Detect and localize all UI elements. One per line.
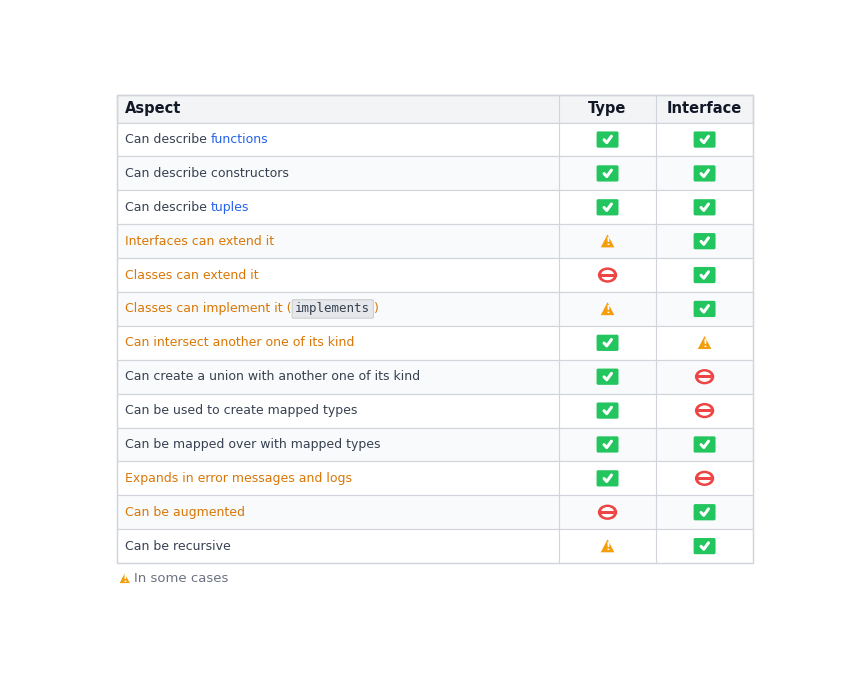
Bar (698, 477, 711, 480)
Bar (117, 394, 753, 427)
Ellipse shape (698, 372, 711, 382)
Text: Can describe: Can describe (125, 201, 211, 214)
FancyBboxPatch shape (694, 267, 716, 283)
Text: Can be augmented: Can be augmented (125, 506, 245, 519)
Text: Can be used to create mapped types: Can be used to create mapped types (125, 404, 357, 417)
Text: Can create a union with another one of its kind: Can create a union with another one of i… (125, 370, 420, 383)
Bar (117, 95, 753, 563)
Text: !: ! (702, 338, 707, 349)
Ellipse shape (694, 471, 714, 486)
Bar (698, 375, 711, 378)
Text: In some cases: In some cases (134, 572, 228, 585)
Ellipse shape (694, 369, 714, 385)
FancyBboxPatch shape (694, 504, 716, 520)
Bar (601, 274, 614, 277)
Bar (698, 409, 711, 412)
Text: Classes can extend it: Classes can extend it (125, 268, 258, 281)
Bar (117, 258, 753, 292)
Text: Can describe: Can describe (125, 133, 211, 146)
Text: !: ! (122, 574, 127, 584)
Bar (117, 529, 753, 563)
Text: Can be mapped over with mapped types: Can be mapped over with mapped types (125, 438, 380, 451)
Bar (117, 495, 753, 529)
Ellipse shape (694, 403, 714, 418)
Text: !: ! (605, 237, 610, 247)
Text: Can be recursive: Can be recursive (125, 539, 230, 552)
Bar (601, 510, 614, 514)
Polygon shape (601, 235, 615, 248)
FancyBboxPatch shape (694, 165, 716, 182)
FancyBboxPatch shape (597, 369, 619, 385)
FancyBboxPatch shape (597, 436, 619, 453)
Text: ): ) (370, 303, 380, 315)
Bar (117, 326, 753, 360)
Bar (117, 122, 753, 156)
Ellipse shape (698, 473, 711, 484)
Polygon shape (601, 539, 615, 552)
Text: Can describe constructors: Can describe constructors (125, 167, 289, 180)
Text: Can intersect another one of its kind: Can intersect another one of its kind (125, 336, 354, 350)
FancyBboxPatch shape (597, 334, 619, 351)
Ellipse shape (601, 507, 614, 517)
Bar (117, 224, 753, 258)
Ellipse shape (598, 268, 617, 283)
Text: Type: Type (588, 101, 627, 116)
Text: Aspect: Aspect (125, 101, 181, 116)
FancyBboxPatch shape (292, 300, 374, 318)
Text: Interfaces can extend it: Interfaces can extend it (125, 235, 274, 248)
Bar (117, 462, 753, 495)
Bar (117, 95, 753, 122)
FancyBboxPatch shape (597, 470, 619, 486)
Bar (117, 292, 753, 326)
Polygon shape (120, 573, 130, 583)
Text: tuples: tuples (211, 201, 249, 214)
Text: Classes can implement it (: Classes can implement it ( (125, 303, 295, 315)
FancyBboxPatch shape (694, 131, 716, 148)
Text: !: ! (605, 542, 610, 552)
FancyBboxPatch shape (597, 131, 619, 148)
Ellipse shape (601, 270, 614, 280)
FancyBboxPatch shape (597, 165, 619, 182)
Polygon shape (698, 336, 711, 349)
Ellipse shape (598, 504, 617, 520)
Bar (117, 191, 753, 224)
Text: functions: functions (211, 133, 268, 146)
Text: implements: implements (295, 303, 370, 315)
FancyBboxPatch shape (694, 436, 716, 453)
FancyBboxPatch shape (597, 200, 619, 215)
FancyBboxPatch shape (694, 301, 716, 317)
Text: Interface: Interface (667, 101, 742, 116)
FancyBboxPatch shape (694, 200, 716, 215)
FancyBboxPatch shape (597, 402, 619, 419)
Ellipse shape (698, 405, 711, 416)
Polygon shape (601, 302, 615, 315)
Bar (117, 360, 753, 394)
FancyBboxPatch shape (694, 538, 716, 555)
Text: !: ! (605, 305, 610, 315)
Bar (117, 156, 753, 191)
Text: Expands in error messages and logs: Expands in error messages and logs (125, 472, 351, 485)
FancyBboxPatch shape (694, 233, 716, 249)
Bar (117, 427, 753, 462)
